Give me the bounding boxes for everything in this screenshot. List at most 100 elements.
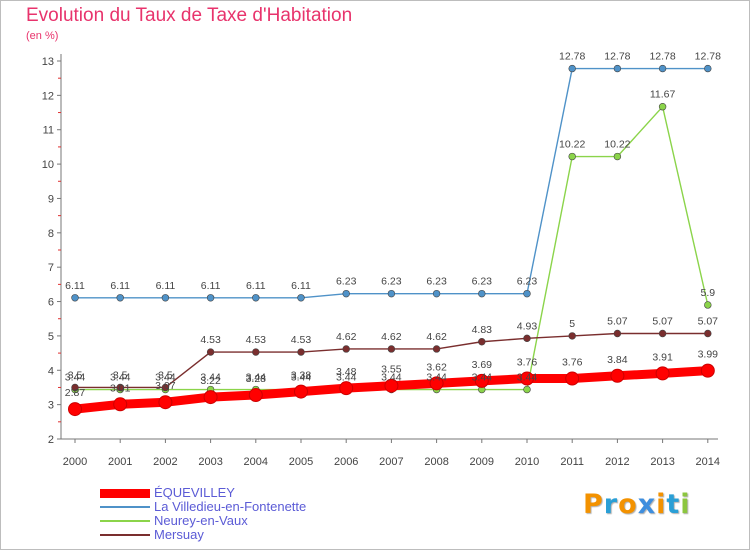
data-point bbox=[478, 338, 486, 346]
data-point bbox=[252, 294, 260, 302]
data-label: 4.62 bbox=[426, 331, 447, 343]
data-label: 6.11 bbox=[246, 280, 266, 292]
data-label: 6.23 bbox=[381, 276, 402, 288]
data-label: 4.83 bbox=[472, 324, 493, 336]
legend-swatch bbox=[100, 520, 150, 522]
data-label: 3.44 bbox=[291, 372, 312, 384]
data-point bbox=[658, 329, 667, 338]
x-tick-label: 2006 bbox=[334, 456, 358, 468]
data-label: 11.67 bbox=[650, 89, 676, 101]
data-point bbox=[158, 395, 173, 410]
y-tick-label: 5 bbox=[48, 331, 54, 343]
unit-label: (en %) bbox=[26, 30, 59, 42]
data-point bbox=[342, 345, 350, 353]
data-label: 5.07 bbox=[698, 316, 719, 328]
data-label: 12.78 bbox=[649, 51, 675, 63]
legend-label: ÉQUEVILLEY bbox=[154, 485, 235, 500]
data-point bbox=[704, 329, 712, 338]
data-point bbox=[704, 301, 712, 309]
logo-letter: r bbox=[603, 489, 619, 520]
data-point bbox=[568, 332, 576, 340]
data-label: 3.69 bbox=[472, 359, 493, 371]
data-label: 3.76 bbox=[517, 357, 538, 369]
data-label: 3.44 bbox=[65, 372, 86, 384]
data-point bbox=[116, 383, 124, 392]
data-label: 6.11 bbox=[156, 280, 176, 292]
data-label: 3.5 bbox=[158, 369, 173, 381]
data-point bbox=[704, 64, 712, 73]
legend-label: La Villedieu-en-Fontenette bbox=[154, 499, 307, 514]
data-point bbox=[206, 348, 215, 356]
data-point bbox=[432, 345, 441, 353]
data-point bbox=[613, 329, 622, 338]
x-tick-label: 2012 bbox=[605, 456, 629, 468]
data-point bbox=[520, 371, 534, 386]
data-point bbox=[523, 289, 531, 298]
data-point bbox=[387, 345, 396, 353]
legend-label: Mersuay bbox=[154, 527, 204, 542]
data-point bbox=[297, 348, 305, 356]
data-label: 3.07 bbox=[155, 380, 176, 392]
data-point bbox=[568, 152, 576, 161]
data-label: 3.38 bbox=[291, 370, 312, 382]
logo-letter: t bbox=[666, 489, 681, 520]
x-tick-label: 2005 bbox=[289, 456, 313, 468]
data-point bbox=[384, 378, 399, 393]
data-label: 3.44 bbox=[426, 372, 447, 384]
data-label: 5.9 bbox=[700, 287, 715, 299]
data-point bbox=[252, 348, 260, 356]
data-point bbox=[339, 381, 354, 396]
data-label: 3.22 bbox=[200, 375, 221, 387]
data-point bbox=[297, 294, 305, 302]
data-label: 6.11 bbox=[110, 280, 130, 292]
data-label: 3.44 bbox=[381, 372, 402, 384]
data-point bbox=[474, 373, 489, 388]
data-point bbox=[71, 383, 79, 392]
data-label: 4.93 bbox=[517, 320, 538, 332]
y-tick-label: 13 bbox=[42, 56, 54, 68]
y-tick-label: 4 bbox=[48, 365, 54, 377]
y-tick-label: 2 bbox=[48, 434, 54, 446]
x-tick-label: 2007 bbox=[379, 456, 403, 468]
y-tick-label: 3 bbox=[48, 400, 54, 412]
data-point bbox=[432, 289, 441, 298]
x-tick-label: 2010 bbox=[515, 456, 539, 468]
x-tick-label: 2008 bbox=[424, 456, 448, 468]
data-label: 2.87 bbox=[65, 387, 86, 399]
x-tick-label: 2004 bbox=[244, 456, 268, 468]
proxiti-logo: Proxiti bbox=[583, 489, 691, 520]
x-tick-label: 2001 bbox=[108, 456, 132, 468]
data-label: 10.22 bbox=[559, 139, 585, 151]
data-label: 3.01 bbox=[110, 382, 131, 394]
data-label: 12.78 bbox=[559, 51, 585, 63]
x-tick-label: 2009 bbox=[470, 456, 494, 468]
data-point bbox=[523, 334, 531, 343]
logo-letter: x bbox=[637, 489, 657, 520]
data-label: 5.07 bbox=[607, 316, 628, 328]
data-label: 6.23 bbox=[336, 276, 357, 288]
y-tick-label: 8 bbox=[48, 228, 54, 240]
data-point bbox=[610, 368, 625, 383]
data-point bbox=[613, 152, 622, 161]
data-label: 6.23 bbox=[517, 276, 538, 288]
chart-title: Evolution du Taux de Taxe d'Habitation bbox=[26, 5, 353, 26]
data-label-layer: 2.87 3.01 3.07 3.22 3.28 3.38 3.48 3.55 3.62 3.69… bbox=[65, 51, 721, 400]
legend-swatch bbox=[100, 534, 150, 536]
logo-letter: i bbox=[656, 489, 667, 520]
legend-swatch bbox=[100, 506, 150, 508]
data-label: 6.11 bbox=[201, 280, 221, 292]
y-tick-label: 10 bbox=[42, 159, 54, 171]
data-label: 5 bbox=[569, 318, 575, 330]
y-tick-label: 9 bbox=[48, 193, 54, 205]
data-label: 6.23 bbox=[426, 276, 447, 288]
y-tick-label: 7 bbox=[48, 262, 54, 274]
x-tick-label: 2011 bbox=[560, 456, 584, 468]
data-point bbox=[113, 397, 128, 412]
data-label: 3.44 bbox=[517, 372, 538, 384]
data-label: 3.5 bbox=[68, 369, 83, 381]
data-point bbox=[71, 294, 79, 302]
data-label: 3.44 bbox=[110, 372, 131, 384]
data-point bbox=[206, 294, 215, 302]
data-label: 5.07 bbox=[652, 316, 673, 328]
